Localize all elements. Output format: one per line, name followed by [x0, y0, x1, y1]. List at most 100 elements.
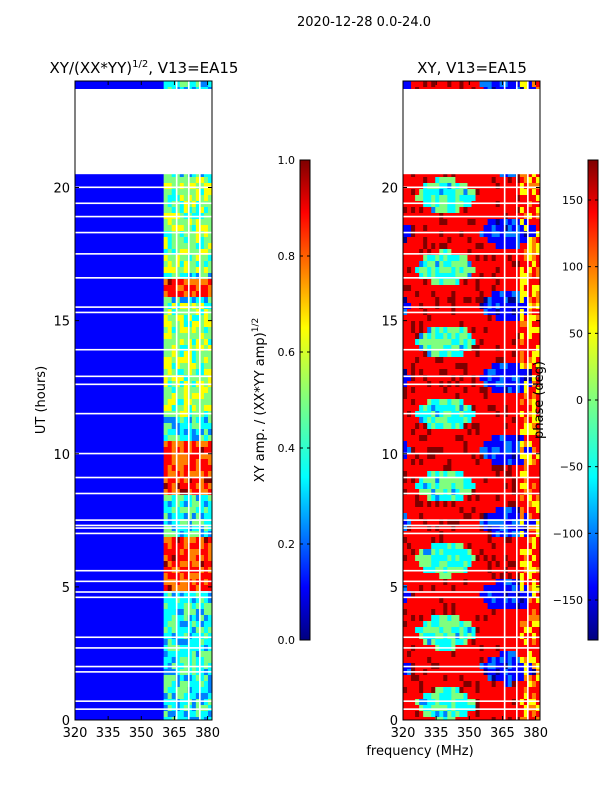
- heatmap-cell: [167, 609, 173, 616]
- heatmap-cell: [143, 561, 149, 568]
- heatmap-cell: [99, 429, 104, 436]
- heatmap-cell: [179, 387, 185, 394]
- heatmap-cell: [147, 417, 153, 424]
- heatmap-cell: [519, 249, 525, 256]
- heatmap-cell: [75, 195, 80, 202]
- heatmap-cell: [439, 171, 444, 178]
- heatmap-cell: [171, 519, 177, 526]
- heatmap-cell: [491, 255, 497, 262]
- heatmap-cell: [107, 255, 112, 262]
- heatmap-cell: [451, 171, 456, 178]
- heatmap-cell: [207, 183, 212, 190]
- heatmap-cell: [195, 579, 201, 586]
- heatmap-cell: [111, 267, 116, 274]
- heatmap-cell: [99, 483, 104, 490]
- heatmap-cell: [127, 561, 132, 568]
- heatmap-cell: [175, 255, 181, 262]
- heatmap-cell: [403, 195, 408, 202]
- heatmap-cell: [471, 201, 477, 208]
- heatmap-cell: [139, 369, 144, 376]
- heatmap-cell: [107, 465, 112, 472]
- flagged-row: [75, 375, 212, 378]
- heatmap-cell: [487, 267, 493, 274]
- heatmap-cell: [79, 255, 84, 262]
- heatmap-cell: [127, 237, 132, 244]
- heatmap-cell: [127, 363, 132, 370]
- heatmap-cell: [451, 237, 456, 244]
- heatmap-cell: [491, 219, 497, 226]
- heatmap-cell: [179, 561, 185, 568]
- heatmap-cell: [79, 651, 84, 658]
- heatmap-cell: [135, 441, 140, 448]
- heatmap-cell: [179, 477, 185, 484]
- heatmap-cell: [191, 207, 197, 214]
- heatmap-cell: [503, 231, 509, 238]
- heatmap-cell: [183, 477, 189, 484]
- heatmap-cell: [195, 681, 201, 688]
- heatmap-cell: [127, 681, 132, 688]
- heatmap-cell: [431, 219, 436, 226]
- heatmap-cell: [495, 291, 501, 298]
- heatmap-cell: [175, 483, 181, 490]
- heatmap-cell: [167, 465, 173, 472]
- heatmap-cell: [183, 609, 189, 616]
- heatmap-cell: [87, 555, 92, 562]
- heatmap-cell: [447, 255, 452, 262]
- heatmap-cell: [451, 225, 456, 232]
- heatmap-cell: [499, 285, 505, 292]
- heatmap-cell: [127, 471, 132, 478]
- heatmap-cell: [131, 399, 136, 406]
- heatmap-cell: [87, 303, 92, 310]
- heatmap-cell: [135, 405, 140, 412]
- heatmap-cell: [471, 231, 477, 238]
- heatmap-cell: [151, 549, 157, 556]
- heatmap-cell: [171, 471, 177, 478]
- heatmap-cell: [143, 273, 149, 280]
- heatmap-cell: [207, 267, 212, 274]
- heatmap-cell: [147, 345, 153, 352]
- heatmap-cell: [91, 207, 96, 214]
- heatmap-cell: [183, 345, 189, 352]
- heatmap-cell: [499, 297, 505, 304]
- heatmap-cell: [519, 261, 525, 268]
- heatmap-cell: [171, 549, 177, 556]
- heatmap-cell: [163, 339, 169, 346]
- heatmap-cell: [531, 237, 537, 244]
- heatmap-cell: [515, 195, 521, 202]
- heatmap-cell: [207, 693, 212, 700]
- heatmap-cell: [119, 279, 124, 286]
- heatmap-cell: [499, 291, 505, 298]
- heatmap-cell: [131, 603, 136, 610]
- heatmap-cell: [107, 489, 112, 496]
- heatmap-cell: [99, 717, 104, 720]
- heatmap-cell: [155, 651, 161, 658]
- heatmap-cell: [83, 627, 88, 634]
- heatmap-cell: [419, 225, 424, 232]
- heatmap-cell: [431, 273, 436, 280]
- heatmap-cell: [519, 171, 525, 178]
- heatmap-cell: [127, 255, 132, 262]
- heatmap-cell: [83, 237, 88, 244]
- heatmap-cell: [195, 711, 201, 718]
- heatmap-cell: [171, 513, 177, 520]
- heatmap-cell: [167, 279, 173, 286]
- heatmap-cell: [203, 249, 209, 256]
- heatmap-cell: [495, 261, 501, 268]
- heatmap-cell: [87, 627, 92, 634]
- heatmap-cell: [115, 207, 120, 214]
- heatmap-cell: [87, 633, 92, 640]
- heatmap-cell: [491, 285, 497, 292]
- heatmap-cell: [111, 261, 116, 268]
- heatmap-cell: [435, 81, 440, 88]
- heatmap-cell: [427, 255, 432, 262]
- heatmap-cell: [119, 555, 124, 562]
- colorbar-tick-label: 0.8: [278, 250, 296, 263]
- heatmap-cell: [199, 321, 205, 328]
- heatmap-cell: [179, 627, 185, 634]
- heatmap-cell: [195, 531, 201, 538]
- heatmap-cell: [103, 687, 108, 694]
- heatmap-cell: [107, 543, 112, 550]
- heatmap-cell: [147, 465, 153, 472]
- heatmap-cell: [167, 207, 173, 214]
- heatmap-cell: [99, 417, 104, 424]
